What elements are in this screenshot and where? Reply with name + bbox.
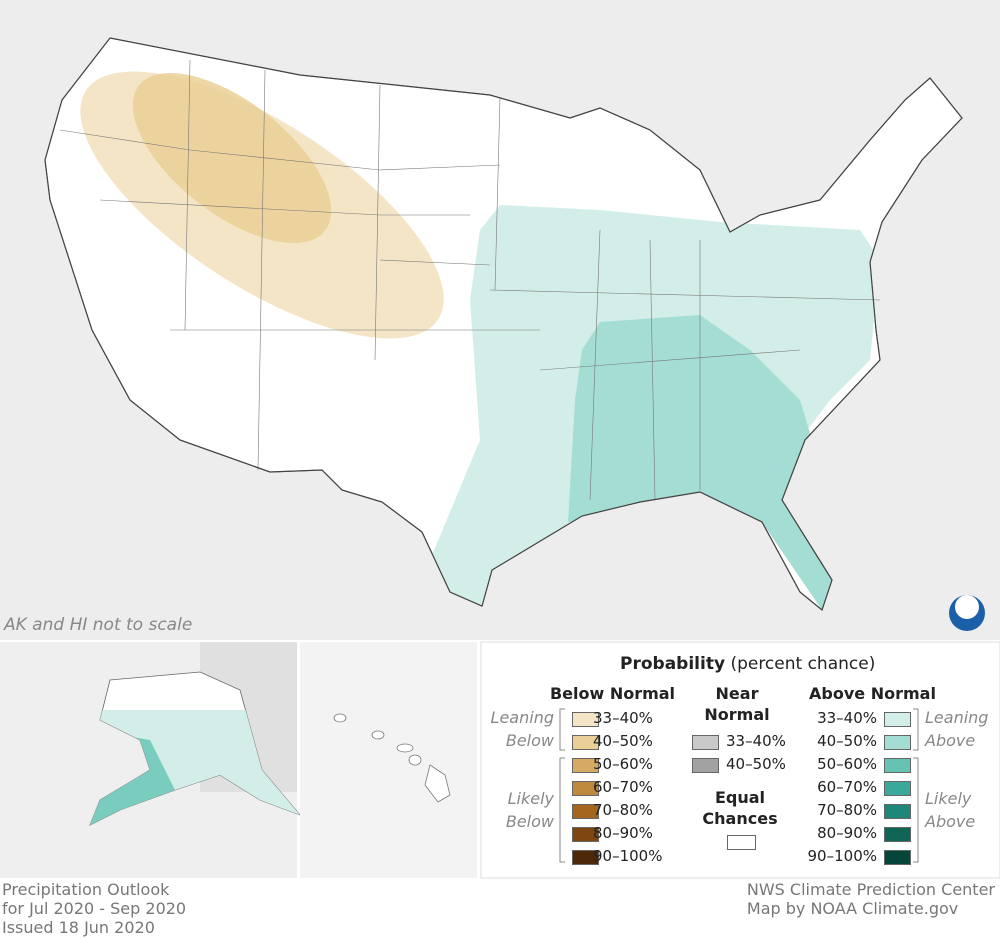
legend-title: Probability (percent chance) xyxy=(620,654,875,674)
below-heading: Below Normal xyxy=(549,684,676,703)
footer-line: Map by NOAA Climate.gov xyxy=(746,899,959,918)
swatch xyxy=(884,758,911,773)
legend-label: 70–80% xyxy=(593,801,653,819)
legend-label: 33–40% xyxy=(726,732,786,750)
legend-label: 50–60% xyxy=(817,755,877,773)
legend-subtitle: (percent chance) xyxy=(730,654,876,674)
legend-label: 70–80% xyxy=(817,801,877,819)
equal-heading: Equal Chances xyxy=(702,788,778,828)
swatch xyxy=(692,758,719,773)
swatch xyxy=(884,827,911,842)
legend-label: 33–40% xyxy=(817,709,877,727)
swatch xyxy=(884,712,911,727)
legend-label: 90–100% xyxy=(807,847,877,865)
swatch xyxy=(572,735,599,750)
above-heading: Above Normal xyxy=(809,684,936,703)
conus-outline xyxy=(44,37,963,612)
leaning-below-region-strong xyxy=(132,72,332,244)
swatch xyxy=(572,804,599,819)
legend-label: 40–50% xyxy=(593,732,653,750)
legend-label: 80–90% xyxy=(817,824,877,842)
hawaii-inset xyxy=(300,642,477,878)
state-borders xyxy=(59,59,881,501)
legend-label: 33–40% xyxy=(593,709,653,727)
swatch xyxy=(884,781,911,796)
footer-line: Issued 18 Jun 2020 xyxy=(2,918,155,937)
swatch xyxy=(884,850,911,865)
swatch xyxy=(572,827,599,842)
leaning-above-label: Leaning Above xyxy=(925,708,989,750)
map-note: AK and HI not to scale xyxy=(4,615,193,635)
legend-label: 90–100% xyxy=(593,847,663,865)
footer-line: for Jul 2020 - Sep 2020 xyxy=(2,899,187,918)
legend-label: 40–50% xyxy=(726,755,786,773)
legend-label: 50–60% xyxy=(593,755,653,773)
swatch xyxy=(692,735,719,750)
likely-below-label: Likely Below xyxy=(505,789,554,831)
footer-line: NWS Climate Prediction Center xyxy=(746,880,995,899)
swatch xyxy=(727,835,756,850)
leaning-below-label: Leaning Below xyxy=(490,708,554,750)
brackets xyxy=(559,708,919,863)
legend-label: 60–70% xyxy=(817,778,877,796)
legend-label: 80–90% xyxy=(593,824,653,842)
hawaii xyxy=(333,713,451,803)
swatch xyxy=(572,850,599,865)
footer-left: Precipitation Outlook for Jul 2020 - Sep … xyxy=(2,880,186,937)
legend-label: 60–70% xyxy=(593,778,653,796)
swatch xyxy=(884,735,911,750)
swatch xyxy=(572,781,599,796)
swatch xyxy=(572,758,599,773)
footer-right: NWS Climate Prediction Center Map by NOAA… xyxy=(747,880,995,918)
legend-title-main: Probability xyxy=(620,654,726,674)
footer-line: Precipitation Outlook xyxy=(2,880,170,899)
near-heading: Near Normal xyxy=(704,684,770,724)
swatch xyxy=(884,804,911,819)
swatch xyxy=(572,712,599,727)
noaa-logo-inner xyxy=(955,595,979,619)
likely-above-label: Likely Above xyxy=(925,789,976,831)
legend-label: 40–50% xyxy=(817,732,877,750)
